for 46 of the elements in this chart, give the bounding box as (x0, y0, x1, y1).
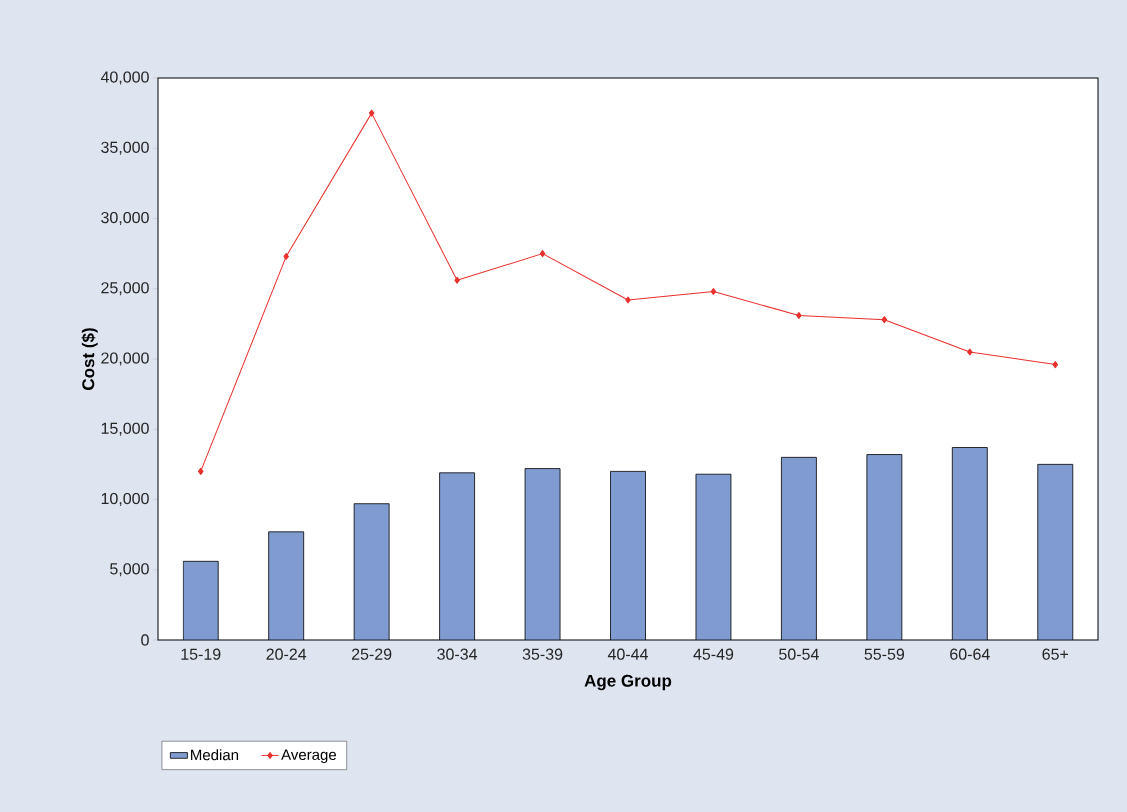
y-tick-label: 35,000 (101, 141, 149, 155)
bar (610, 471, 646, 640)
legend-label: Average (281, 749, 337, 763)
x-tick-label: 35-39 (522, 648, 563, 660)
point (967, 348, 973, 356)
point (368, 109, 375, 117)
bar (268, 531, 305, 640)
x-tick-label: 30-34 (437, 648, 478, 660)
y-tick-label: 25,000 (101, 282, 149, 296)
y-tick-label: 5,000 (110, 563, 149, 577)
point (625, 296, 631, 304)
x-tick-label: 50-54 (779, 648, 819, 660)
y-tick-label: 20,000 (101, 352, 149, 366)
x-axis-title: Age Group (584, 674, 672, 691)
x-tick-label: 45-49 (693, 648, 734, 660)
x-tick-label: 15-19 (181, 648, 221, 660)
x-tick-label: 60-64 (950, 648, 990, 660)
x-tick-label: 25-29 (351, 648, 392, 660)
bar (524, 468, 561, 640)
bar (951, 447, 988, 640)
x-tick-label: 40-44 (607, 648, 648, 660)
bar (439, 472, 475, 640)
x-tick-label: 20-24 (266, 648, 307, 660)
bar (695, 473, 732, 640)
y-tick-label: 10,000 (101, 492, 149, 507)
point (539, 250, 546, 258)
y-axis-title: Cost ($) (81, 328, 98, 390)
y-tick-label: 15,000 (101, 422, 149, 436)
x-tick-label: 55-59 (864, 648, 905, 660)
bar (866, 454, 903, 640)
point (197, 467, 204, 475)
point (881, 316, 888, 324)
bar (1037, 463, 1074, 640)
y-tick-label: 40,000 (100, 71, 149, 85)
bar (182, 560, 219, 640)
bar (353, 503, 390, 640)
x-tick-label: 65+ (1042, 648, 1069, 660)
legend-label: Median (191, 749, 239, 761)
point (454, 276, 460, 284)
point (1052, 361, 1059, 369)
y-tick-label: 0 (141, 634, 149, 646)
point (796, 311, 802, 319)
point (283, 252, 289, 260)
y-tick-label: 30,000 (101, 211, 149, 226)
bar (781, 456, 817, 640)
point (710, 288, 717, 296)
